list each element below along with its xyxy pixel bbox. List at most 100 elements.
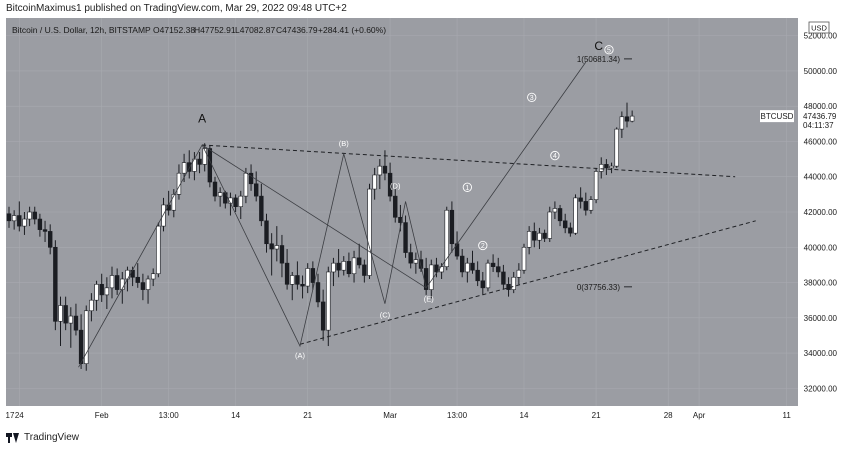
candle-body (94, 284, 99, 301)
candle-body (501, 271, 506, 285)
candle-80 (418, 250, 424, 272)
candle-body (32, 211, 37, 220)
candle-116 (604, 159, 609, 175)
wave-label-ring (478, 240, 488, 251)
y-tick-label: 36000.00 (804, 314, 838, 323)
candle-body (326, 271, 331, 331)
candle-body (331, 262, 336, 273)
candle-body (341, 261, 346, 271)
x-tick-label: 14 (231, 411, 240, 420)
y-tick-label: 52000.00 (804, 32, 838, 41)
x-tick-label: 24 (15, 411, 24, 420)
x-tick-label: 13:00 (447, 411, 468, 420)
candle-body (109, 275, 115, 289)
candle-body (89, 299, 94, 312)
candle-body (403, 222, 408, 253)
candle-61 (320, 289, 326, 341)
candle-27 (145, 275, 151, 304)
wave-label-text: (D) (390, 182, 401, 191)
wave-label-text: (E) (424, 294, 435, 303)
candle-99 (516, 263, 522, 285)
footer: TradingView (6, 432, 79, 443)
candle-body (27, 211, 32, 220)
candle-19 (104, 277, 110, 309)
candle-body (408, 252, 413, 264)
candle-37 (197, 152, 202, 174)
x-tick-label: 11 (782, 411, 791, 420)
candle-48 (254, 171, 259, 202)
wave-label-text: (A) (295, 351, 306, 360)
candle-body (248, 172, 254, 185)
time-axis-labels: 17 24 Feb 13:00 14 21 Mar 13:00 14 21 28 Apr 11 (6, 411, 792, 420)
wave-label-ring (527, 92, 537, 103)
candle-body (614, 128, 619, 167)
candle-73 (382, 150, 388, 181)
price-tag-box (799, 109, 843, 132)
candle-104 (542, 229, 547, 242)
candle-108 (562, 213, 568, 234)
candle-88 (459, 249, 465, 278)
candle-1 (11, 210, 17, 230)
candle-body (217, 192, 223, 197)
candle-body (259, 195, 264, 222)
wave-label-2: (A) (295, 351, 306, 360)
wave-label-text: 4 (553, 153, 557, 160)
y-tick-label: 34000.00 (804, 349, 838, 358)
candle-20 (109, 266, 115, 299)
price-axis (798, 18, 844, 406)
candle-3 (22, 212, 27, 235)
candle-40 (212, 176, 218, 202)
candle-body (356, 257, 362, 266)
candlestick-series (6, 102, 635, 371)
candle-body (367, 188, 372, 276)
candle-body (58, 305, 63, 322)
candle-90 (470, 250, 475, 274)
candle-body (99, 284, 104, 296)
x-tick-label: 13:00 (159, 411, 180, 420)
candle-body (84, 310, 89, 364)
candle-body (619, 116, 625, 130)
candle-body (125, 269, 130, 280)
x-tick-label: 21 (303, 411, 312, 420)
candle-body (274, 245, 279, 250)
x-tick-label: 14 (520, 411, 529, 420)
candle-102 (532, 222, 537, 248)
candle-101 (526, 226, 532, 255)
wave-label-10: 4 (550, 150, 560, 161)
candle-body (6, 213, 12, 222)
currency-badge: USD (808, 21, 830, 34)
candle-body (362, 264, 367, 276)
x-tick-label: Mar (383, 411, 397, 420)
candle-18 (99, 273, 104, 302)
candle-121 (629, 110, 635, 123)
candle-body (17, 215, 22, 227)
candle-body (542, 232, 547, 239)
candle-body (372, 174, 377, 190)
y-tick-label: 44000.00 (804, 173, 838, 182)
candle-92 (480, 271, 485, 295)
candle-64 (336, 249, 341, 278)
candle-body (269, 243, 274, 250)
wave-label-9: 3 (527, 92, 537, 103)
analysis-overlays: 1(50681.34) 0(37756.33) A C (A) (B) (C) (D) (E) 1… (78, 39, 756, 368)
candle-body (151, 273, 156, 280)
candle-body (243, 172, 249, 197)
candle-63 (331, 257, 336, 287)
y-tick-label: 32000.00 (804, 384, 838, 393)
candle-11 (63, 296, 68, 331)
candle-body (37, 218, 43, 230)
candle-12 (68, 307, 74, 348)
candle-body (346, 261, 352, 275)
candle-body (604, 164, 609, 169)
candle-85 (444, 206, 449, 271)
footer-brand: TradingView (24, 432, 80, 443)
candle-14 (78, 314, 84, 369)
candle-body (387, 172, 393, 197)
candle-21 (114, 268, 120, 295)
publisher-line: BitcoinMaximus1 published on TradingView… (6, 3, 347, 14)
symbol-legend: Bitcoin / U.S. Dollar, 12h, BITSTAMP O47… (12, 25, 386, 35)
wave-label-8: 2 (478, 240, 488, 251)
candle-94 (490, 254, 496, 272)
candle-body (320, 301, 326, 331)
candle-10 (58, 296, 63, 347)
